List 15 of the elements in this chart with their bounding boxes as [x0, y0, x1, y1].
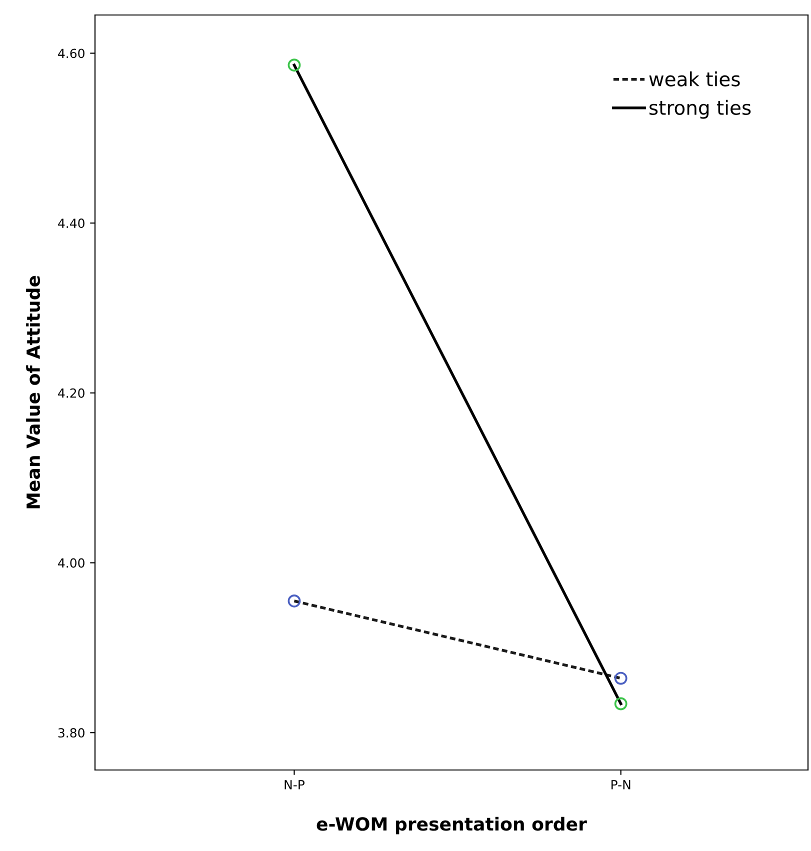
y-axis-title: Mean Value of Attitude [26, 276, 40, 508]
point [614, 697, 628, 710]
y-tick-label: 4.60 [58, 48, 84, 58]
y-tick-label: 4.40 [58, 218, 84, 228]
y-tick-label: 4.20 [58, 388, 84, 398]
x-tick-label: N-P [284, 780, 305, 790]
point [614, 672, 628, 685]
point [288, 58, 301, 72]
legend-label: strong ties [649, 100, 751, 119]
legend-label: weak ties [649, 71, 740, 86]
y-tick-label: 3.80 [58, 728, 84, 738]
y-tick-label: 4.00 [58, 558, 84, 568]
point [288, 594, 301, 608]
x-axis-title: e-WOM presentation order [316, 816, 587, 834]
x-tick-label: P-N [612, 780, 630, 790]
